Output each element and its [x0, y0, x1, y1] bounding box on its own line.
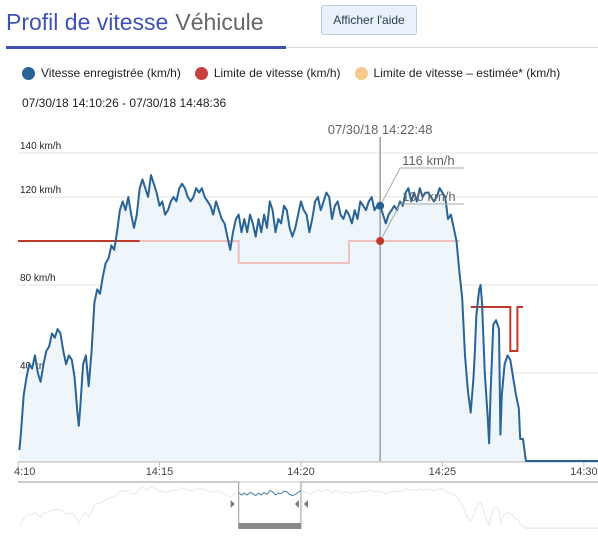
legend-label-estimated-limit: Limite de vitesse – estimée* (km/h) [373, 66, 561, 80]
cursor-speed-leader [379, 167, 465, 207]
legend-swatch-recorded-speed [22, 66, 35, 80]
navigator-scrollbar-thumb[interactable] [238, 523, 301, 529]
recorded-speed-line [18, 174, 598, 462]
speed-limit-line [18, 240, 523, 352]
header-divider [286, 47, 598, 48]
cursor-limit-leader [379, 203, 465, 242]
page-subtitle: Véhicule [175, 8, 264, 35]
page-title: Profil de vitesse [6, 8, 169, 35]
y-tick-label: 120 km/h [20, 185, 61, 196]
cursor-limit-label: 100 km/h [402, 189, 455, 204]
chart-legend: Vitesse enregistrée (km/h) Limite de vit… [22, 66, 574, 80]
navigator-mask-right [300, 482, 598, 528]
estimated-limit-line [139, 240, 460, 264]
legend-item-speed-limit[interactable]: Limite de vitesse (km/h) [194, 66, 341, 80]
x-tick-label: 4:10 [14, 466, 35, 478]
navigator-right-handle[interactable] [294, 500, 308, 508]
legend-item-estimated-limit[interactable]: Limite de vitesse – estimée* (km/h) [354, 66, 561, 80]
cursor-limit-marker [376, 237, 385, 245]
y-tick-label: 140 km/h [20, 141, 61, 152]
legend-label-recorded-speed: Vitesse enregistrée (km/h) [41, 66, 181, 80]
page-title-group: Profil de vitesse Véhicule [6, 2, 264, 42]
time-range-label: 07/30/18 14:10:26 - 07/30/18 14:48:36 [22, 96, 227, 110]
y-tick-label: 40 km/h [20, 361, 56, 372]
legend-swatch-speed-limit [194, 66, 208, 80]
legend-swatch-estimated-limit [354, 66, 368, 80]
x-tick-label: 14:20 [287, 466, 315, 478]
x-tick-label: 14:30 [570, 466, 598, 478]
x-tick-label: 14:15 [146, 466, 174, 478]
legend-item-recorded-speed[interactable]: Vitesse enregistrée (km/h) [22, 66, 181, 80]
speed-area [19, 175, 598, 461]
cursor-speed-label: 116 km/h [402, 153, 455, 168]
y-tick-label: 80 km/h [20, 273, 56, 284]
cursor-speed-marker [376, 201, 385, 210]
navigator-selected-series [238, 489, 302, 497]
navigator-mask-left [18, 482, 239, 528]
legend-label-speed-limit: Limite de vitesse (km/h) [213, 66, 341, 80]
navigator-left-handle[interactable] [230, 500, 235, 508]
cursor-time-label: 07/30/18 14:22:48 [328, 122, 433, 137]
x-tick-label: 14:25 [429, 466, 457, 478]
title-underline [6, 46, 286, 49]
show-help-button[interactable]: Afficher l'aide [321, 5, 417, 35]
